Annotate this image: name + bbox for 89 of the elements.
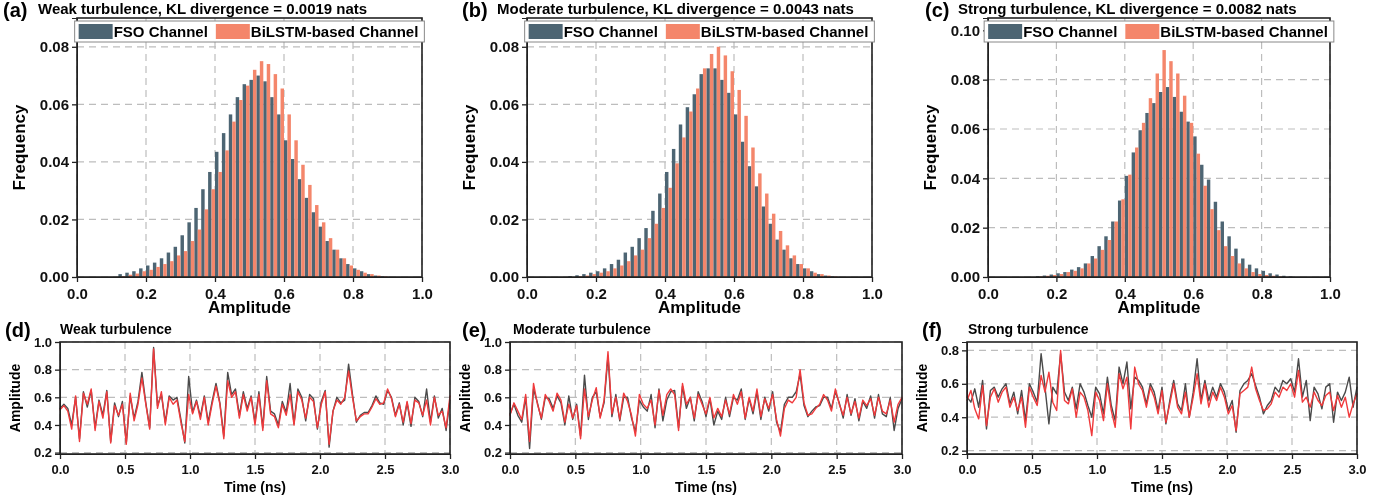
y-axis-title: Amplitude (7, 363, 23, 433)
y-tick-label: 0.2 (483, 445, 502, 461)
y-tick-label: 0.04 (39, 153, 70, 171)
text: (b) (462, 0, 488, 21)
y-tick-label: 0.04 (950, 169, 981, 187)
y-axis-title: Frequency (460, 103, 479, 191)
x-tick-label: 1.5 (697, 461, 716, 477)
x-tick-label: 0.0 (517, 284, 538, 302)
x-axis-title: Time (ns) (1131, 479, 1193, 495)
x-tick-label: 0.0 (978, 284, 999, 302)
x-tick-label: 2.0 (762, 461, 781, 477)
y-tick-label: 0.02 (39, 210, 69, 228)
x-tick-label: 1.0 (412, 284, 433, 302)
text: (a) (3, 0, 28, 21)
y-tick-label: 0.6 (483, 389, 502, 405)
legend-label: BiLSTM-based Channel (700, 23, 869, 40)
x-tick-label: 2.5 (828, 461, 847, 477)
chart-title: Moderate turbulence, KL divergence = 0.0043 nats (497, 0, 854, 17)
x-tick-label: 2.0 (1218, 461, 1237, 477)
y-axis-title: Frequency (921, 103, 940, 191)
y-tick-label: 0.2 (33, 445, 52, 461)
text: (e) (462, 319, 487, 341)
x-tick-label: 0.0 (958, 461, 977, 477)
y-tick-label: 0.02 (489, 210, 519, 228)
chart-title: Strong turbulence, KL divergence = 0.0082 nats (958, 0, 1297, 17)
x-tick-label: 3.0 (893, 461, 912, 477)
x-tick-label: 0.0 (501, 461, 520, 477)
y-tick-label: 0.10 (950, 21, 980, 39)
legend-label: BiLSTM-based Channel (250, 23, 419, 40)
y-tick-label: 0.8 (483, 362, 502, 378)
x-tick-label: 0.8 (1251, 284, 1273, 302)
text: (f) (922, 319, 942, 341)
x-tick-label: 0.5 (1023, 461, 1042, 477)
x-tick-label: 2.0 (311, 461, 330, 477)
y-tick-label: 0.6 (940, 376, 959, 392)
y-tick-label: 0.02 (950, 218, 980, 236)
text: (c) (925, 0, 950, 21)
legend-label: FSO Channel (1023, 23, 1118, 40)
legend-label: BiLSTM-based Channel (1160, 23, 1328, 40)
y-tick-label: 0.00 (39, 268, 69, 286)
x-tick-label: 0.2 (1046, 284, 1068, 302)
y-tick-label: 0.8 (33, 362, 52, 378)
x-tick-label: 0.5 (116, 461, 135, 477)
x-tick-label: 1.0 (1320, 284, 1341, 302)
x-tick-label: 3.0 (1348, 461, 1367, 477)
chart-title: Strong turbulence (968, 321, 1089, 337)
x-tick-label: 1.5 (1153, 461, 1172, 477)
x-tick-label: 0.0 (51, 461, 70, 477)
text: (d) (5, 319, 31, 341)
y-tick-label: 0.04 (489, 153, 520, 171)
y-axis-title: Frequency (10, 103, 29, 191)
chart-title: Weak turbulence, KL divergence = 0.0019 nats (38, 0, 368, 17)
legend-label: FSO Channel (113, 23, 208, 40)
x-axis-title: Time (ns) (675, 479, 737, 495)
x-tick-label: 2.5 (1283, 461, 1302, 477)
y-tick-label: 0.4 (940, 409, 960, 425)
y-tick-label: 1.0 (33, 334, 52, 350)
x-tick-label: 1.0 (862, 284, 883, 302)
y-tick-label: 0.06 (950, 120, 980, 138)
y-axis-title: Amplitude (914, 363, 930, 433)
y-tick-label: 0.4 (33, 417, 53, 433)
legend-label: FSO Channel (563, 23, 658, 40)
y-tick-label: 0.06 (39, 95, 69, 113)
y-tick-label: 0.2 (940, 443, 959, 459)
y-tick-label: 0.08 (39, 38, 69, 56)
x-tick-label: 0.8 (793, 284, 814, 302)
x-tick-label: 0.0 (67, 284, 88, 302)
y-tick-label: 0.08 (950, 70, 980, 88)
y-tick-label: 0.6 (33, 389, 52, 405)
x-tick-label: 1.0 (632, 461, 651, 477)
chart-title: Weak turbulence (60, 321, 172, 337)
y-tick-label: 0.00 (950, 268, 980, 286)
x-tick-label: 0.8 (343, 284, 364, 302)
x-tick-label: 1.0 (1088, 461, 1107, 477)
x-tick-label: 0.5 (566, 461, 585, 477)
y-tick-label: 0.8 (940, 343, 959, 359)
y-tick-label: 0.00 (489, 268, 519, 286)
chart-title: Moderate turbulence (513, 321, 651, 337)
x-tick-label: 1.0 (181, 461, 200, 477)
y-tick-label: 0.08 (489, 38, 519, 56)
y-axis-title: Amplitude (457, 363, 473, 433)
x-tick-label: 1.5 (246, 461, 265, 477)
y-tick-label: 0.06 (489, 95, 519, 113)
y-tick-label: 0.4 (483, 417, 503, 433)
x-tick-label: 2.5 (376, 461, 395, 477)
x-tick-label: 0.2 (136, 284, 157, 302)
x-tick-label: 0.2 (586, 284, 607, 302)
x-tick-label: 3.0 (441, 461, 460, 477)
x-axis-title: Time (ns) (224, 479, 286, 495)
